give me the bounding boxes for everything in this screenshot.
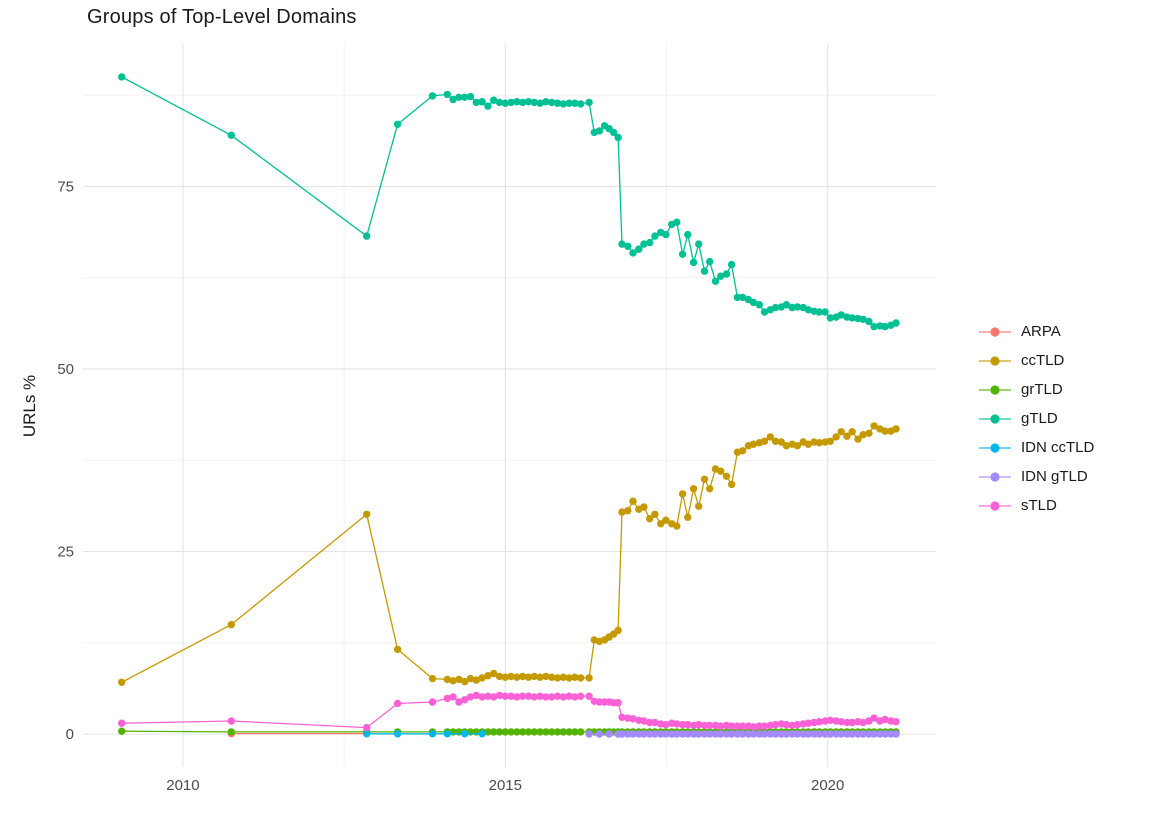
gridlines-major xyxy=(83,44,936,767)
legend-label-gtld: gTLD xyxy=(1021,410,1058,427)
legend-label-stld: sTLD xyxy=(1021,497,1057,514)
legend-key-gtld xyxy=(979,413,1011,424)
legend-label-arpa: ARPA xyxy=(1021,323,1061,340)
series-arpa xyxy=(227,729,371,738)
series-idn-cctld xyxy=(363,730,486,738)
x-tick-label: 2010 xyxy=(166,777,199,794)
series-cctld xyxy=(118,422,900,686)
legend-key-arpa xyxy=(979,326,1011,337)
series-idn-gtld xyxy=(585,730,900,738)
legend: ARPA ccTLD grTLD gTLD IDN ccTLD IDN gTLD sTLD xyxy=(978,317,1094,520)
legend-key-cctld xyxy=(979,355,1011,366)
chart-title: Groups of Top-Level Domains xyxy=(87,6,357,28)
legend-label-idn-cctld: IDN ccTLD xyxy=(1021,439,1095,456)
legend-label-cctld: ccTLD xyxy=(1021,352,1065,369)
y-tick-label: 75 xyxy=(57,178,74,195)
y-tick-label: 0 xyxy=(66,726,74,743)
legend-key-stld xyxy=(979,500,1011,511)
axis-tick-labels: 0 25 50 75 2010 2015 2020 xyxy=(57,178,844,794)
legend-item-gtld: gTLD xyxy=(978,404,1094,433)
gridlines-minor xyxy=(83,44,936,767)
legend-item-cctld: ccTLD xyxy=(978,346,1094,375)
legend-key-idn-gtld xyxy=(979,471,1011,482)
x-tick-label: 2015 xyxy=(489,777,522,794)
legend-key-idn-cctld xyxy=(979,442,1011,453)
legend-item-arpa: ARPA xyxy=(978,317,1094,346)
y-tick-label: 25 xyxy=(57,544,74,561)
legend-key-grtld xyxy=(979,384,1011,395)
legend-label-idn-gtld: IDN gTLD xyxy=(1021,468,1088,485)
legend-item-grtld: grTLD xyxy=(978,375,1094,404)
y-tick-label: 50 xyxy=(57,361,74,378)
legend-item-idn-cctld: IDN ccTLD xyxy=(978,433,1094,462)
series-stld xyxy=(118,691,900,732)
legend-label-grtld: grTLD xyxy=(1021,381,1063,398)
legend-item-idn-gtld: IDN gTLD xyxy=(978,462,1094,491)
series-gtld xyxy=(118,73,900,331)
legend-item-stld: sTLD xyxy=(978,491,1094,520)
x-tick-label: 2020 xyxy=(811,777,844,794)
